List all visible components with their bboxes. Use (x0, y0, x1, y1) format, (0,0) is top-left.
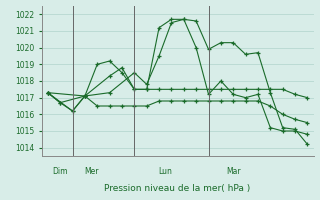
Text: Mer: Mer (84, 167, 98, 176)
Text: Mar: Mar (226, 167, 241, 176)
Text: Lun: Lun (158, 167, 172, 176)
Text: Pression niveau de la mer( hPa ): Pression niveau de la mer( hPa ) (104, 184, 251, 193)
Text: Dim: Dim (52, 167, 68, 176)
